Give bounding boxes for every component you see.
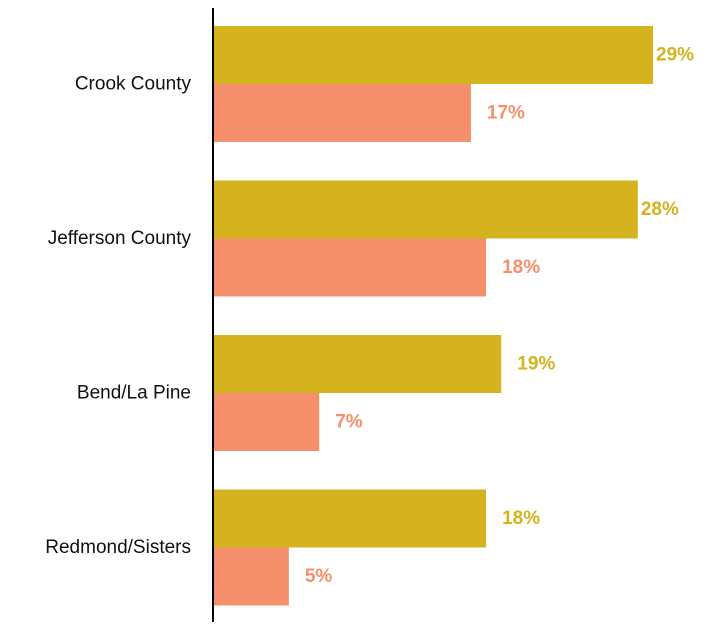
value-label-crook-county-series-2: 17% <box>487 103 525 124</box>
value-label-bend-la-pine-series-1: 19% <box>517 354 555 375</box>
category-label-redmond-sisters: Redmond/Sisters <box>45 537 191 558</box>
value-label-redmond-sisters-series-2: 5% <box>305 566 333 587</box>
bar-crook-county-series-2 <box>213 84 471 142</box>
value-label-jefferson-county-series-2: 18% <box>502 257 540 278</box>
bar-redmond-sisters-series-2 <box>213 547 289 606</box>
bar-bend-la-pine-series-1 <box>213 335 502 393</box>
value-label-redmond-sisters-series-1: 18% <box>502 508 540 529</box>
bars-group <box>213 26 653 606</box>
value-labels: 29% 17% 28% 18% 19% 7% 18% 5% <box>305 45 694 588</box>
value-label-jefferson-county-series-1: 28% <box>641 199 679 220</box>
category-label-crook-county: Crook County <box>75 74 192 95</box>
bar-bend-la-pine-series-2 <box>213 393 320 451</box>
category-label-bend-la-pine: Bend/La Pine <box>77 383 191 404</box>
bar-jefferson-county-series-1 <box>213 180 638 239</box>
bar-redmond-sisters-series-1 <box>213 489 487 548</box>
bar-crook-county-series-1 <box>213 26 653 84</box>
category-labels: Crook County Jefferson County Bend/La Pine… <box>45 74 191 559</box>
value-label-crook-county-series-1: 29% <box>656 45 694 66</box>
bar-jefferson-county-series-2 <box>213 238 487 297</box>
value-label-bend-la-pine-series-2: 7% <box>335 412 363 433</box>
category-label-jefferson-county: Jefferson County <box>48 228 192 249</box>
